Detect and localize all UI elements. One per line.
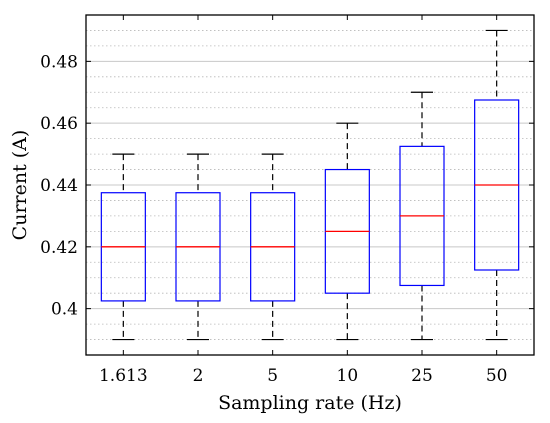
box-10 <box>324 122 370 341</box>
x-axis: 1.613 2 5 10 25 50 <box>99 15 507 386</box>
x-tick-label: 2 <box>193 366 204 386</box>
x-axis-label: Sampling rate (Hz) <box>218 392 402 414</box>
box-25 <box>399 91 445 341</box>
x-tick-label: 25 <box>411 366 433 386</box>
y-axis-label: Current (A) <box>9 130 31 241</box>
y-tick-label: 0.42 <box>40 238 78 258</box>
x-tick-label: 5 <box>267 366 278 386</box>
y-tick-label: 0.48 <box>40 52 78 72</box>
x-tick-label: 10 <box>337 366 359 386</box>
box-50 <box>474 29 520 341</box>
y-tick-label: 0.46 <box>40 114 78 134</box>
box-1.613 <box>100 153 146 341</box>
y-axis: 0.4 0.42 0.44 0.46 0.48 <box>40 52 534 320</box>
x-tick-label: 1.613 <box>99 366 148 386</box>
y-tick-label: 0.4 <box>51 300 78 320</box>
box-2 <box>175 153 221 341</box>
x-tick-label: 50 <box>486 366 508 386</box>
box-plot-series <box>100 29 520 341</box>
y-tick-label: 0.44 <box>40 176 78 196</box>
box-5 <box>250 153 296 341</box>
grid-lines <box>86 14 534 340</box>
